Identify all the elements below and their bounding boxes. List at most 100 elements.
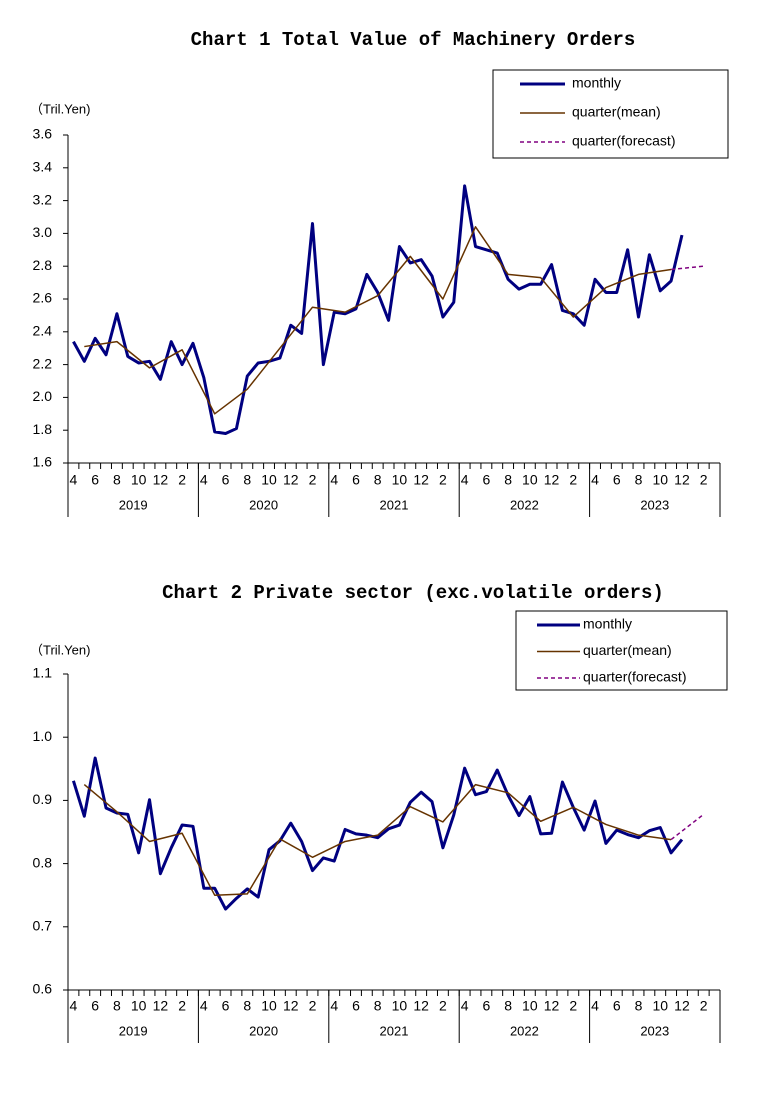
legend-label: quarter(mean) <box>572 104 661 120</box>
x-tick-label: 8 <box>113 998 121 1014</box>
year-label: 2023 <box>640 1023 669 1038</box>
x-tick-label: 10 <box>652 472 668 488</box>
y-axis-unit: （Tril.Yen) <box>30 642 90 657</box>
x-tick-label: 12 <box>153 998 169 1014</box>
y-tick-label: 2.8 <box>33 257 53 273</box>
x-tick-label: 4 <box>330 472 338 488</box>
x-tick-label: 4 <box>461 472 469 488</box>
x-tick-label: 6 <box>482 998 490 1014</box>
x-tick-label: 8 <box>374 998 382 1014</box>
x-tick-label: 2 <box>178 998 186 1014</box>
x-tick-label: 2 <box>309 998 317 1014</box>
x-tick-label: 2 <box>309 472 317 488</box>
x-tick-label: 2 <box>569 998 577 1014</box>
year-label: 2023 <box>640 497 669 512</box>
series-line <box>71 756 684 911</box>
x-tick-label: 2 <box>439 472 447 488</box>
x-tick-label: 12 <box>413 472 429 488</box>
x-tick-label: 12 <box>674 472 690 488</box>
x-tick-label: 10 <box>261 472 277 488</box>
series-line <box>671 265 704 271</box>
x-tick-label: 4 <box>200 472 208 488</box>
x-tick-label: 8 <box>504 998 512 1014</box>
legend-label: quarter(mean) <box>583 642 672 658</box>
y-tick-label: 1.8 <box>33 421 53 437</box>
y-tick-label: 3.6 <box>33 126 53 142</box>
year-label: 2019 <box>119 497 148 512</box>
x-tick-label: 10 <box>522 472 538 488</box>
x-tick-label: 4 <box>330 998 338 1014</box>
x-tick-label: 4 <box>461 998 469 1014</box>
y-tick-label: 3.0 <box>33 224 53 240</box>
x-tick-label: 8 <box>635 998 643 1014</box>
x-tick-label: 10 <box>522 998 538 1014</box>
x-tick-label: 4 <box>591 472 599 488</box>
y-tick-label: 1.6 <box>33 454 53 470</box>
legend-label: quarter(forecast) <box>583 669 686 685</box>
x-tick-label: 12 <box>283 998 299 1014</box>
series-line <box>83 783 672 896</box>
x-tick-label: 6 <box>352 998 360 1014</box>
x-tick-label: 6 <box>91 998 99 1014</box>
chart-title: Chart 1 Total Value of Machinery Orders <box>191 29 636 51</box>
x-tick-label: 12 <box>674 998 690 1014</box>
x-tick-label: 2 <box>700 472 708 488</box>
x-tick-label: 2 <box>700 998 708 1014</box>
legend-label: monthly <box>572 75 621 91</box>
x-tick-label: 6 <box>352 472 360 488</box>
x-tick-label: 10 <box>131 998 147 1014</box>
x-tick-label: 12 <box>544 998 560 1014</box>
x-tick-label: 10 <box>261 998 277 1014</box>
x-tick-label: 2 <box>569 472 577 488</box>
x-tick-label: 10 <box>392 998 408 1014</box>
x-tick-label: 6 <box>613 998 621 1014</box>
x-tick-label: 10 <box>392 472 408 488</box>
x-tick-label: 8 <box>243 472 251 488</box>
series-line <box>670 813 705 841</box>
year-label: 2022 <box>510 497 539 512</box>
x-tick-label: 6 <box>91 472 99 488</box>
x-tick-label: 12 <box>544 472 560 488</box>
year-label: 2020 <box>249 1023 278 1038</box>
year-label: 2021 <box>380 497 409 512</box>
x-tick-label: 4 <box>591 998 599 1014</box>
x-tick-label: 6 <box>222 998 230 1014</box>
legend-label: monthly <box>583 616 632 632</box>
y-tick-label: 3.2 <box>33 191 53 207</box>
x-tick-label: 2 <box>178 472 186 488</box>
y-tick-label: 1.0 <box>33 728 53 744</box>
x-tick-label: 10 <box>131 472 147 488</box>
legend-box <box>492 69 729 159</box>
y-tick-label: 2.6 <box>33 290 53 306</box>
y-tick-label: 2.4 <box>33 323 53 339</box>
y-tick-label: 1.1 <box>33 665 53 681</box>
x-tick-label: 6 <box>482 472 490 488</box>
series-line <box>72 184 684 435</box>
x-tick-label: 6 <box>613 472 621 488</box>
x-tick-label: 8 <box>113 472 121 488</box>
y-tick-label: 0.9 <box>33 791 53 807</box>
x-tick-label: 4 <box>70 998 78 1014</box>
year-label: 2022 <box>510 1023 539 1038</box>
year-label: 2020 <box>249 497 278 512</box>
y-tick-label: 0.7 <box>33 918 53 934</box>
y-tick-label: 0.6 <box>33 981 53 997</box>
x-tick-label: 8 <box>635 472 643 488</box>
x-tick-label: 6 <box>222 472 230 488</box>
x-tick-label: 12 <box>283 472 299 488</box>
x-tick-label: 10 <box>652 998 668 1014</box>
year-label: 2019 <box>119 1023 148 1038</box>
year-label: 2021 <box>380 1023 409 1038</box>
y-tick-label: 3.4 <box>33 159 53 175</box>
chart-title: Chart 2 Private sector (exc.volatile ord… <box>162 582 664 604</box>
series-line <box>84 226 672 415</box>
x-tick-label: 12 <box>413 998 429 1014</box>
x-tick-label: 4 <box>70 472 78 488</box>
x-tick-label: 8 <box>374 472 382 488</box>
x-tick-label: 4 <box>200 998 208 1014</box>
y-tick-label: 0.8 <box>33 854 53 870</box>
y-axis-unit: （Tril.Yen) <box>30 101 90 116</box>
x-tick-label: 2 <box>439 998 447 1014</box>
